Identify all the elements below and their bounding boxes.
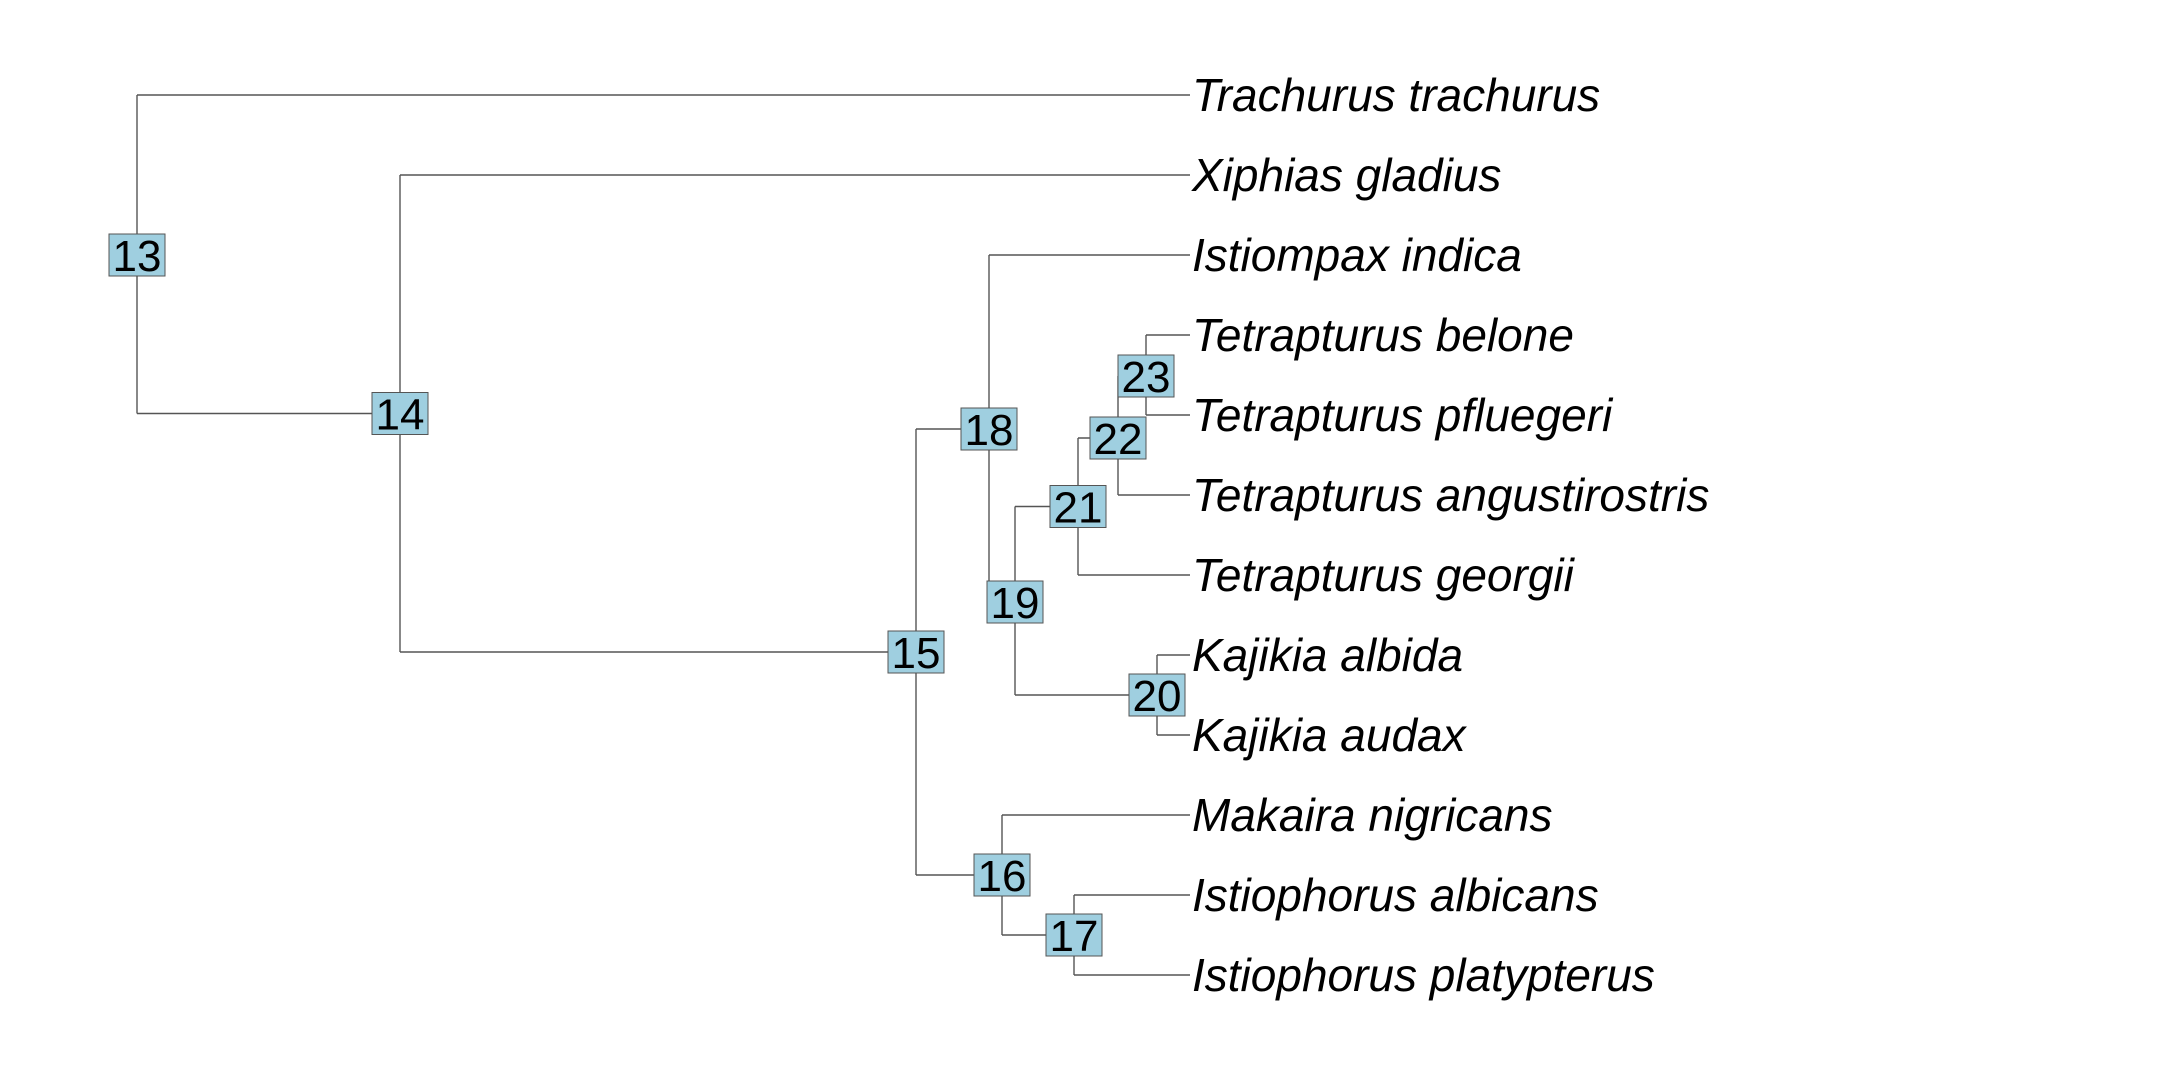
tip-label-pfluegeri: Tetrapturus pfluegeri	[1192, 389, 1614, 441]
tree-internal-nodes: 13 14 15 18 19 21 22 23 20 16 17	[108, 232, 1186, 961]
tip-label-georgii: Tetrapturus georgii	[1192, 549, 1576, 601]
node-box	[986, 580, 1044, 624]
node-box	[1049, 485, 1107, 528]
tip-label-belone: Tetrapturus belone	[1192, 309, 1574, 361]
node-label: 19	[991, 579, 1040, 628]
node-13: 13	[108, 232, 166, 281]
node-14: 14	[371, 391, 429, 440]
node-label: 16	[978, 852, 1027, 901]
node-label: 13	[113, 232, 162, 281]
tip-label-istiompax: Istiompax indica	[1192, 229, 1522, 281]
node-16: 16	[973, 852, 1031, 901]
tree-tip-labels: Trachurus trachurus Xiphias gladius Istiom…	[1191, 69, 1709, 1001]
tip-label-makaira: Makaira nigricans	[1192, 789, 1552, 841]
tip-label-audax: Kajikia audax	[1192, 709, 1468, 761]
node-label: 15	[892, 629, 941, 678]
node-label: 14	[376, 391, 425, 440]
node-box	[108, 233, 166, 277]
node-label: 18	[965, 406, 1014, 455]
node-20: 20	[1128, 672, 1186, 721]
node-box	[960, 407, 1018, 451]
tip-label-platypterus: Istiophorus platypterus	[1192, 949, 1655, 1001]
node-box	[887, 630, 945, 674]
tip-label-albicans: Istiophorus albicans	[1192, 869, 1599, 921]
node-box	[1117, 354, 1175, 398]
node-label: 22	[1094, 415, 1143, 464]
tip-label-angustirostris: Tetrapturus angustirostris	[1192, 469, 1709, 521]
node-17: 17	[1045, 912, 1103, 961]
node-label: 21	[1054, 484, 1103, 533]
node-22: 22	[1089, 415, 1147, 464]
tip-label-xiphias: Xiphias gladius	[1191, 149, 1501, 201]
node-box	[1128, 673, 1186, 717]
tree-edges	[136, 94, 1190, 976]
node-15: 15	[887, 629, 945, 678]
node-23: 23	[1117, 353, 1175, 402]
node-box	[371, 392, 429, 435]
node-label: 20	[1133, 672, 1182, 721]
tip-label-trachurus: Trachurus trachurus	[1192, 69, 1600, 121]
tip-label-albida: Kajikia albida	[1192, 629, 1463, 681]
node-19: 19	[986, 579, 1044, 628]
node-label: 23	[1122, 353, 1171, 402]
node-box	[1089, 416, 1147, 460]
node-21: 21	[1049, 484, 1107, 533]
node-18: 18	[960, 406, 1018, 455]
node-label: 17	[1050, 912, 1099, 961]
node-box	[1045, 913, 1103, 957]
node-box	[973, 853, 1031, 897]
